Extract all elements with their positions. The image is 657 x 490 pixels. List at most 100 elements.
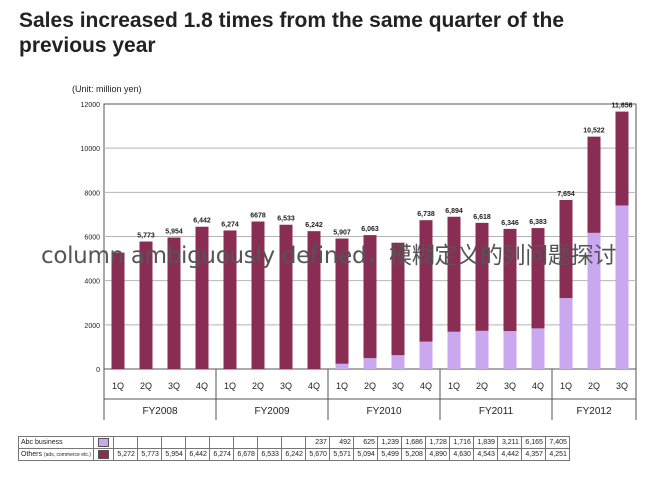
- x-tick-label: 1Q: [224, 381, 236, 391]
- total-label: 6,063: [361, 226, 379, 233]
- bar-others: [111, 252, 125, 369]
- unit-label: (Unit: million yen): [72, 84, 142, 94]
- table-cell: [112, 436, 138, 449]
- bar-others: [167, 237, 181, 369]
- table-cell: 4,251: [544, 448, 570, 461]
- x-tick-label: 2Q: [252, 381, 264, 391]
- table-cell: 6,274: [208, 448, 234, 461]
- group-label: FY2012: [576, 406, 611, 417]
- bar-others: [475, 222, 489, 331]
- x-tick-label: 1Q: [112, 381, 124, 391]
- total-label: 6,383: [529, 219, 547, 226]
- bar-abc-business: [391, 355, 405, 369]
- row-label-others: Others (ads, commerce etc.): [18, 448, 94, 461]
- table-cell: [160, 436, 186, 449]
- bar-others: [447, 216, 461, 332]
- x-tick-label: 3Q: [616, 381, 628, 391]
- bar-others: [307, 231, 321, 369]
- total-label: 6678: [250, 213, 266, 220]
- x-tick-label: 2Q: [140, 381, 152, 391]
- total-label: 6,346: [501, 220, 519, 227]
- table-cell: [136, 436, 162, 449]
- total-label: 6,442: [193, 218, 211, 225]
- bar-abc-business: [363, 358, 377, 369]
- table-cell: 492: [328, 436, 354, 449]
- y-tick-label: 8000: [84, 190, 100, 197]
- bar-others: [391, 242, 405, 356]
- x-tick-label: 3Q: [168, 381, 180, 391]
- y-tick-label: 12000: [81, 102, 101, 109]
- table-cell: 5,670: [304, 448, 330, 461]
- table-cell: [232, 436, 258, 449]
- stacked-bar-chart: 5,773 5,954 6,442 6,274 6678 6,533 6,242 5,907 6…: [81, 102, 637, 420]
- table-cell: 5,094: [352, 448, 378, 461]
- table-cell: 6,678: [232, 448, 258, 461]
- x-tick-label: 4Q: [420, 381, 432, 391]
- table-cell: 7,405: [544, 436, 570, 449]
- bar-others: [587, 136, 601, 233]
- total-label: 7,654: [557, 191, 575, 198]
- table-cell: 237: [304, 436, 330, 449]
- total-label: 5,773: [137, 233, 155, 240]
- table-cell: 1,686: [400, 436, 426, 449]
- bars: [111, 111, 629, 369]
- bar-abc-business: [447, 331, 461, 369]
- table-cell: 6,165: [520, 436, 546, 449]
- table-cell: 4,442: [496, 448, 522, 461]
- data-labels: 5,773 5,954 6,442 6,274 6678 6,533 6,242 5,907 6…: [137, 103, 632, 240]
- total-label: 6,894: [445, 208, 463, 215]
- bar-others: [195, 226, 209, 369]
- x-tick-label: 2Q: [364, 381, 376, 391]
- x-tick-label: 2Q: [588, 381, 600, 391]
- bar-others: [139, 241, 153, 369]
- group-label: FY2009: [254, 406, 289, 417]
- bar-abc-business: [503, 331, 517, 369]
- table-cell: 1,239: [376, 436, 402, 449]
- bar-others: [559, 199, 573, 299]
- table-cell: 5,954: [160, 448, 186, 461]
- chart-title: Sales increased 1.8 times from the same …: [19, 9, 565, 57]
- data-table: Abc business 237 492 625 1,239 1,686 1,728 1,7…: [18, 436, 570, 461]
- bar-others: [279, 224, 293, 369]
- group-label: FY2010: [366, 406, 401, 417]
- table-cell: 5,571: [328, 448, 354, 461]
- x-tick-label: 3Q: [392, 381, 404, 391]
- group-label: FY2011: [479, 406, 514, 417]
- y-tick-label: 6000: [84, 235, 100, 242]
- total-label: 6,738: [417, 211, 435, 218]
- x-tick-label: 2Q: [476, 381, 488, 391]
- table-cell: [184, 436, 210, 449]
- bar-abc-business: [615, 205, 629, 369]
- x-tick-label: 4Q: [532, 381, 544, 391]
- total-label: 5,907: [333, 230, 351, 237]
- overlay-caption: column ambiguously defined，模糊定义的列问题探讨: [40, 243, 617, 269]
- row-label-others-text: Others: [21, 451, 43, 458]
- y-tick-label: 10000: [81, 146, 101, 153]
- row-label-abc: Abc business: [18, 436, 94, 449]
- table-cell: 4,357: [520, 448, 546, 461]
- bar-abc-business: [475, 330, 489, 369]
- x-tick-label: 1Q: [560, 381, 572, 391]
- total-label: 11,656: [611, 103, 632, 110]
- table-cell: 1,728: [424, 436, 450, 449]
- table-cell: 1,839: [472, 436, 498, 449]
- bar-abc-business: [335, 363, 349, 369]
- row-sublabel-others: (ads, commerce etc.): [43, 452, 91, 458]
- y-tick-label: 4000: [84, 279, 100, 286]
- bar-others: [335, 238, 349, 364]
- table-cell: 5,499: [376, 448, 402, 461]
- x-tick-label: 4Q: [308, 381, 320, 391]
- table-cell: 625: [352, 436, 378, 449]
- bar-others: [419, 220, 433, 342]
- table-cell: [256, 436, 282, 449]
- bar-others: [615, 111, 629, 206]
- total-label: 6,242: [305, 222, 323, 229]
- table-row-abc: Abc business 237 492 625 1,239 1,686 1,728 1,7…: [18, 436, 570, 449]
- bar-others: [363, 235, 377, 359]
- bar-others: [503, 228, 517, 332]
- bar-others: [223, 230, 237, 369]
- y-tick-label: 2000: [84, 323, 100, 330]
- bar-abc-business: [559, 298, 573, 369]
- bar-others: [251, 221, 265, 369]
- bar-abc-business: [587, 232, 601, 369]
